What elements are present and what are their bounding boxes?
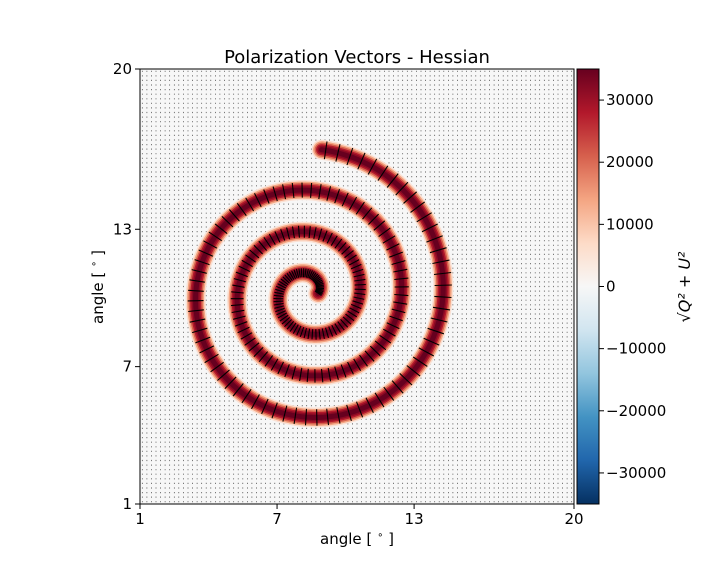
plot-area <box>139 68 575 505</box>
chart-title: Polarization Vectors - Hessian <box>224 47 490 68</box>
y-axis-label: angle [ ∘ ] <box>89 250 107 324</box>
x-axis: 1 7 13 20 <box>135 504 584 528</box>
x-tick-label: 7 <box>272 510 282 528</box>
colorbar-ticks: −30000 −20000 −10000 0 10000 20000 30000 <box>599 91 666 482</box>
colorbar-tick-label: −30000 <box>606 464 666 482</box>
y-tick-label: 20 <box>113 60 132 78</box>
colorbar-tick-label: 0 <box>606 278 616 296</box>
spiral-vectors <box>187 141 452 426</box>
x-tick-label: 1 <box>135 510 145 528</box>
y-tick-label: 1 <box>122 495 132 513</box>
x-tick-label: 20 <box>564 510 583 528</box>
y-tick-label: 13 <box>113 220 132 238</box>
x-tick-label: 13 <box>405 510 424 528</box>
colorbar-label: √Q² + U² <box>675 251 694 322</box>
colorbar-tick-label: 30000 <box>606 91 654 109</box>
y-tick-label: 7 <box>122 358 132 376</box>
colorbar-tick-label: 20000 <box>606 153 654 171</box>
x-axis-label: angle [ ∘ ] <box>320 530 394 548</box>
colorbar-tick-label: −20000 <box>606 402 666 420</box>
colorbar-body <box>576 68 600 505</box>
polarization-vector <box>187 141 452 426</box>
colorbar-tick-label: 10000 <box>606 215 654 233</box>
colorbar-tick-label: −10000 <box>606 340 666 358</box>
y-axis: 1 7 13 20 <box>113 60 140 513</box>
colorbar: −30000 −20000 −10000 0 10000 20000 30000 √Q² +… <box>576 68 694 505</box>
plot-frame <box>139 68 575 505</box>
